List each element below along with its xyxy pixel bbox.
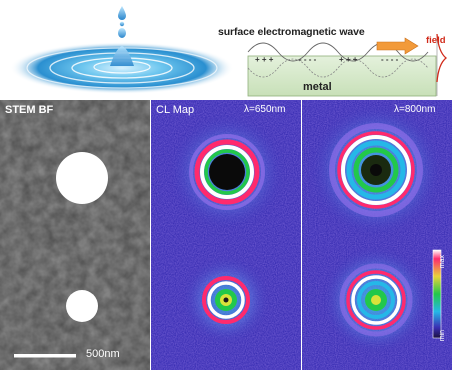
stem-bf-label: STEM BF (5, 104, 54, 116)
stem-bf-panel (0, 100, 150, 370)
metal-slab (247, 55, 437, 97)
dark-core (209, 154, 245, 190)
wavelength-650-label: λ=650nm (244, 104, 286, 115)
svg-text:+ + +: + + + (339, 55, 358, 64)
cl-map-650-panel (151, 100, 301, 370)
colorbar (432, 249, 442, 339)
surface-wave-curve (247, 58, 429, 78)
cl-map-800-panel (302, 100, 452, 370)
stem-grain-texture (0, 100, 150, 370)
svg-text:- - - -: - - - - (299, 55, 317, 64)
surface-wave-diagram: + + + - - - - + + + - - - - (247, 33, 448, 97)
white-ring (200, 145, 254, 199)
field-label: field (426, 35, 446, 46)
field-profile-curve (436, 33, 448, 83)
green-ring (204, 149, 250, 195)
cyan-ring (357, 281, 395, 319)
hot-ring (346, 270, 406, 330)
outer-ring (189, 134, 265, 210)
svg-text:- - - -: - - - - (381, 55, 399, 64)
splash-crown (110, 46, 134, 66)
scale-bar (14, 354, 76, 358)
ripple-pool (10, 42, 234, 94)
outer-ring (339, 263, 413, 337)
cyan-ring (346, 140, 406, 200)
water-drop (118, 6, 126, 20)
hot-ring (202, 276, 250, 324)
water-ripple-illustration (10, 6, 234, 94)
water-drop (119, 21, 125, 27)
outer-ring (329, 123, 423, 217)
colorbar-max-label: max (439, 255, 446, 269)
hole-large (56, 152, 108, 204)
svg-text:+ + +: + + + (255, 55, 274, 64)
scale-bar-label: 500nm (86, 348, 120, 360)
colorbar-min-label: min (439, 330, 446, 342)
green-ring (353, 147, 399, 193)
wave-title: surface electromagnetic wave (218, 26, 365, 38)
surface-charges: + + + - - - - + + + - - - - (255, 55, 399, 64)
white-ring (351, 275, 401, 325)
hole-small (66, 290, 98, 322)
metal-label: metal (303, 81, 332, 93)
hot-ring (337, 131, 415, 209)
propagation-arrow (376, 37, 419, 55)
cl-map-label: CL Map (156, 104, 195, 116)
surface-wave-curve (247, 42, 429, 62)
white-ring (207, 281, 245, 319)
dark-center (223, 297, 229, 303)
water-drop (118, 28, 126, 38)
white-ring (341, 135, 411, 205)
hot-ring (194, 139, 260, 205)
yellow-core (371, 295, 381, 305)
wavelength-800-label: λ=800nm (394, 104, 436, 115)
